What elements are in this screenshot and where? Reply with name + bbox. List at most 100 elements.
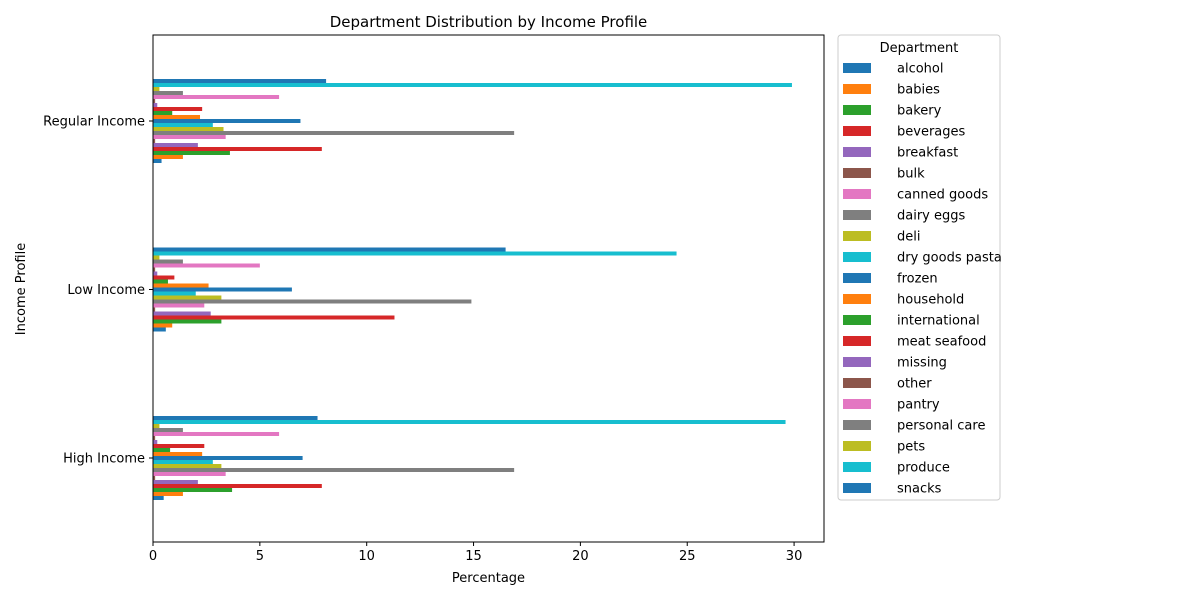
y-tick-label: Regular Income — [43, 115, 145, 130]
legend-label: beverages — [897, 125, 966, 140]
plot-frame — [152, 34, 825, 543]
bar-breakfast-high-income — [153, 480, 198, 484]
x-tick-label: 5 — [256, 549, 264, 564]
legend-label: breakfast — [897, 146, 958, 161]
bar-alcohol-high-income — [153, 496, 164, 500]
y-tick-label: Low Income — [67, 283, 145, 298]
bar-missing-regular-income — [153, 103, 158, 107]
x-tick-label: 30 — [786, 549, 803, 564]
bar-deli-low-income — [153, 295, 222, 300]
y-ticks: High Income Low Income Regular Income — [43, 115, 153, 467]
legend-label: meat seafood — [897, 335, 986, 350]
x-tick-label: 20 — [572, 549, 589, 564]
bar-pantry-regular-income — [153, 95, 280, 99]
bar-international-high-income — [153, 448, 171, 452]
bar-frozen-low-income — [153, 287, 292, 292]
bar-dairy-eggs-low-income — [153, 299, 472, 304]
legend-label: bulk — [897, 167, 925, 182]
legend-label: pantry — [897, 398, 940, 413]
legend-label: babies — [897, 83, 940, 98]
bar-other-regular-income — [153, 99, 156, 103]
legend-swatch — [843, 105, 871, 115]
bar-pets-regular-income — [153, 87, 160, 91]
bar-canned-goods-high-income — [153, 472, 226, 476]
bar-missing-high-income — [153, 440, 158, 444]
legend: Department alcohol babies bakery beverages b… — [837, 34, 1002, 501]
legend-frame — [837, 34, 1001, 501]
legend-swatch — [843, 231, 871, 241]
legend-label: canned goods — [897, 188, 988, 203]
legend-swatch — [843, 315, 871, 325]
bar-breakfast-low-income — [153, 311, 211, 316]
legend-swatch — [843, 63, 871, 73]
bar-snacks-regular-income — [153, 79, 327, 83]
bar-snacks-high-income — [153, 416, 318, 420]
legend-label: snacks — [897, 482, 942, 497]
legend-swatch — [843, 126, 871, 136]
legend-swatch — [843, 441, 871, 451]
legend-label: bakery — [897, 104, 942, 119]
legend-label: produce — [897, 461, 950, 476]
bar-canned-goods-regular-income — [153, 135, 226, 139]
bar-alcohol-regular-income — [153, 159, 162, 163]
legend-swatch — [843, 357, 871, 367]
bar-beverages-high-income — [153, 484, 322, 488]
bar-household-regular-income — [153, 115, 201, 119]
legend-swatch — [843, 84, 871, 94]
bar-snacks-low-income — [153, 247, 506, 252]
legend-swatch — [843, 483, 871, 493]
bar-bulk-low-income — [153, 307, 156, 312]
bar-frozen-high-income — [153, 456, 303, 460]
legend-swatch — [843, 189, 871, 199]
bar-bulk-high-income — [153, 476, 156, 480]
bar-meat-seafood-regular-income — [153, 107, 203, 111]
bar-household-low-income — [153, 283, 209, 288]
legend-swatch — [843, 210, 871, 220]
bar-bulk-regular-income — [153, 139, 156, 143]
bar-international-low-income — [153, 279, 168, 284]
legend-swatch — [843, 420, 871, 430]
bar-frozen-regular-income — [153, 119, 301, 123]
bar-personal-care-low-income — [153, 259, 183, 264]
bar-dry-goods-pasta-high-income — [153, 460, 213, 464]
bar-other-low-income — [153, 267, 156, 272]
x-tick-label: 15 — [465, 549, 482, 564]
bar-bakery-high-income — [153, 488, 233, 492]
bar-missing-low-income — [153, 271, 158, 276]
legend-label: dry goods pasta — [897, 251, 1002, 266]
bar-dry-goods-pasta-regular-income — [153, 123, 213, 127]
bar-canned-goods-low-income — [153, 303, 205, 308]
legend-label: pets — [897, 440, 925, 455]
legend-label: deli — [897, 230, 920, 245]
bar-dairy-eggs-high-income — [153, 468, 515, 472]
legend-label: household — [897, 293, 964, 308]
bar-household-high-income — [153, 452, 203, 456]
bar-other-high-income — [153, 436, 156, 440]
y-axis-label: Income Profile — [14, 243, 29, 335]
x-tick-label: 25 — [679, 549, 696, 564]
bar-breakfast-regular-income — [153, 143, 198, 147]
legend-swatch — [843, 294, 871, 304]
legend-label: other — [897, 377, 932, 392]
chart-title: Department Distribution by Income Profil… — [330, 13, 648, 31]
bar-produce-low-income — [153, 251, 677, 256]
bar-dairy-eggs-regular-income — [153, 131, 515, 135]
x-axis-label: Percentage — [452, 571, 525, 586]
legend-swatch — [843, 273, 871, 283]
legend-swatch — [843, 462, 871, 472]
legend-swatch — [843, 336, 871, 346]
bar-babies-low-income — [153, 323, 173, 328]
bar-deli-regular-income — [153, 127, 224, 131]
bar-babies-regular-income — [153, 155, 183, 159]
bar-international-regular-income — [153, 111, 173, 115]
bar-alcohol-low-income — [153, 327, 166, 332]
bar-babies-high-income — [153, 492, 183, 496]
bar-beverages-low-income — [153, 315, 395, 320]
legend-swatch — [843, 168, 871, 178]
legend-swatch — [843, 147, 871, 157]
bar-beverages-regular-income — [153, 147, 322, 151]
bar-deli-high-income — [153, 464, 222, 468]
bar-bakery-low-income — [153, 319, 222, 324]
legend-label: dairy eggs — [897, 209, 966, 224]
